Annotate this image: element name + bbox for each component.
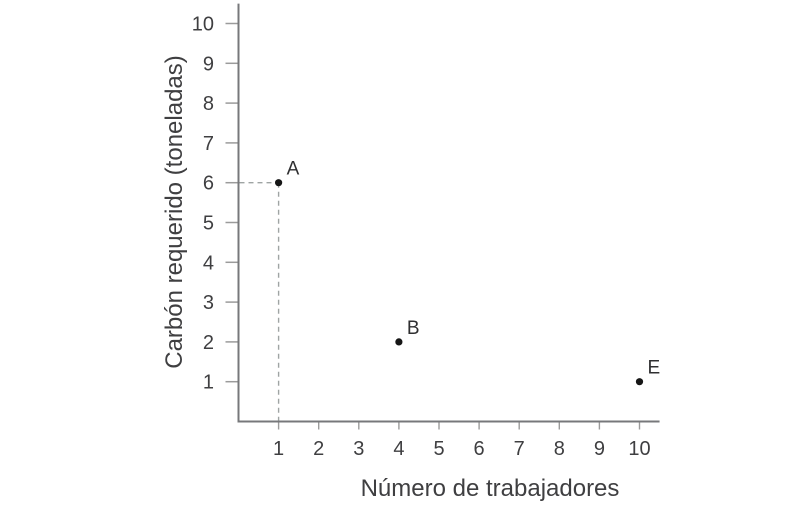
x-tick-label: 4 bbox=[393, 438, 404, 460]
x-tick-label: 2 bbox=[313, 438, 324, 460]
y-tick-label: 1 bbox=[203, 372, 214, 394]
y-tick-label: 5 bbox=[203, 213, 214, 235]
y-tick-label: 9 bbox=[203, 53, 214, 75]
x-tick-label: 10 bbox=[628, 438, 650, 460]
y-tick-label: 4 bbox=[203, 252, 214, 274]
y-axis-title: Carbón requerido (toneladas) bbox=[161, 55, 188, 369]
y-tick-label: 6 bbox=[203, 173, 214, 195]
x-tick-label: 9 bbox=[594, 438, 605, 460]
data-point-a bbox=[275, 179, 283, 187]
y-tick-label: 10 bbox=[192, 14, 214, 36]
x-tick-label: 7 bbox=[514, 438, 525, 460]
y-tick-label: 7 bbox=[203, 133, 214, 155]
x-tick-label: 5 bbox=[433, 438, 444, 460]
data-point-label-e: E bbox=[648, 358, 661, 379]
y-tick-label: 2 bbox=[203, 332, 214, 354]
x-tick-label: 3 bbox=[353, 438, 364, 460]
x-tick-label: 1 bbox=[273, 438, 284, 460]
y-tick-label: 3 bbox=[203, 292, 214, 314]
y-tick-label: 8 bbox=[203, 93, 214, 115]
data-point-e bbox=[635, 378, 644, 386]
x-tick-label: 6 bbox=[474, 438, 485, 460]
data-point-label-b: B bbox=[407, 318, 420, 339]
data-point-b bbox=[395, 338, 403, 346]
x-axis-title: Número de trabajadores bbox=[361, 475, 620, 502]
x-tick-label: 8 bbox=[554, 438, 565, 460]
data-point-label-a: A bbox=[287, 159, 300, 180]
